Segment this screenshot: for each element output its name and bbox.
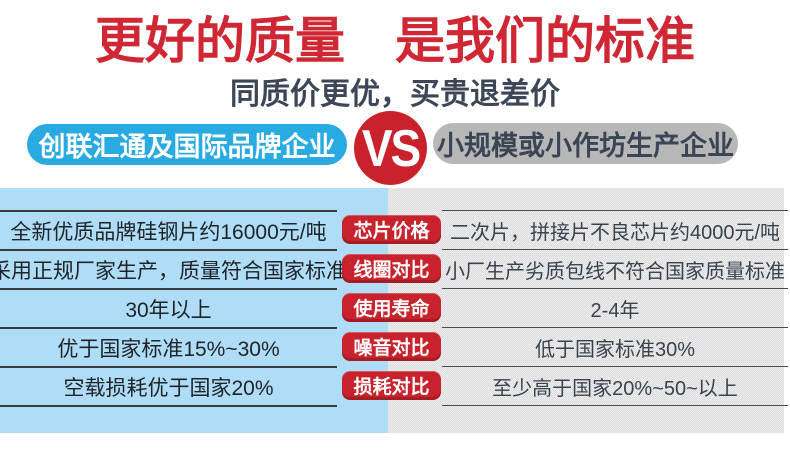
row-category-badge: 线圈对比	[342, 254, 441, 283]
brand-column-background	[0, 188, 388, 433]
row-left-value: 空载损耗优于国家20%	[0, 366, 337, 405]
table-row: 采用正规厂家生产，质量符合国家标准 线圈对比 小厂生产劣质包线不符合国家质量标准	[0, 249, 790, 288]
table-bottom-divider-right	[442, 405, 788, 406]
row-left-value: 30年以上	[0, 288, 337, 327]
vs-badge: VS	[354, 111, 427, 185]
row-left-value: 优于国家标准15%~30%	[0, 327, 337, 366]
page-subtitle: 同质价更优，买贵退差价	[230, 78, 560, 111]
brand-pill: 创联汇通及国际品牌企业	[27, 124, 347, 165]
table-row: 优于国家标准15%~30% 噪音对比 低于国家标准30%	[0, 327, 790, 366]
table-bottom-divider-left	[0, 405, 337, 407]
competitor-pill: 小规模或小作坊生产企业	[433, 123, 738, 164]
table-row: 空载损耗优于国家20% 损耗对比 至少高于国家20%~50~以上	[0, 366, 790, 405]
row-category-badge: 噪音对比	[342, 332, 441, 361]
table-row: 全新优质品牌硅钢片约16000元/吨 芯片价格 二次片，拼接片不良芯片约4000…	[0, 210, 790, 249]
row-category-badge: 芯片价格	[342, 215, 441, 244]
row-left-value: 全新优质品牌硅钢片约16000元/吨	[0, 210, 337, 249]
vs-label: VS	[361, 118, 421, 178]
row-category-badge: 使用寿命	[342, 293, 441, 322]
competitor-column-background	[388, 188, 784, 433]
row-right-value: 二次片，拼接片不良芯片约4000元/吨	[442, 210, 788, 249]
page-title: 更好的质量 是我们的标准	[95, 13, 695, 69]
comparison-table: 创联汇通 CHUANGLIANHUITONG 全新优质品牌硅钢片约16000元/…	[0, 188, 790, 433]
row-right-value: 至少高于国家20%~50~以上	[442, 366, 788, 405]
row-category-badge: 损耗对比	[342, 371, 441, 400]
row-right-value: 小厂生产劣质包线不符合国家质量标准	[442, 249, 788, 288]
row-left-value: 采用正规厂家生产，质量符合国家标准	[0, 249, 347, 288]
row-right-value: 2-4年	[442, 288, 788, 327]
table-row: 30年以上 使用寿命 2-4年	[0, 288, 790, 327]
row-right-value: 低于国家标准30%	[442, 327, 788, 366]
